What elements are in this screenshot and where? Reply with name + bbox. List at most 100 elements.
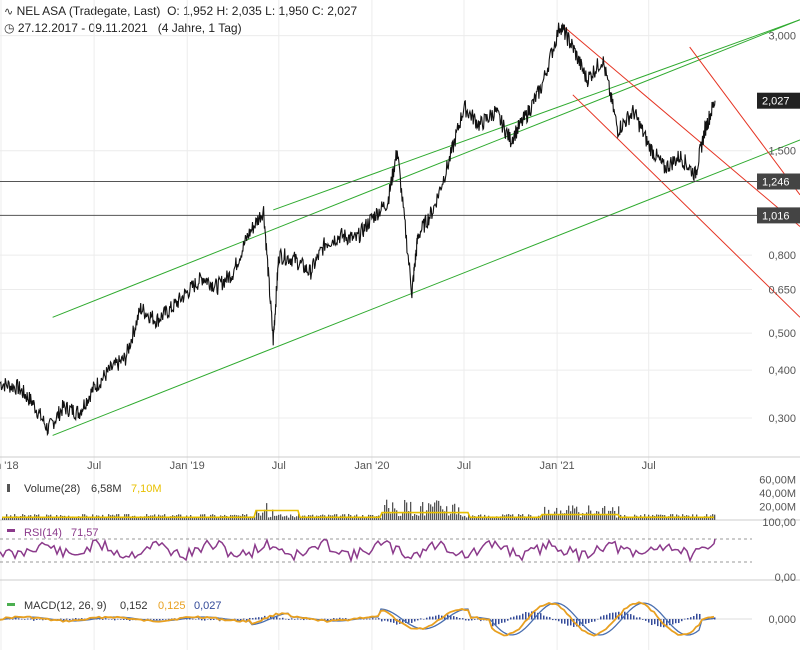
macd-hist-bar (207, 618, 209, 620)
volume-bar (290, 514, 292, 520)
macd-label: MACD(12, 26, 9) (24, 600, 107, 612)
macd-hist-bar (306, 618, 308, 620)
level-label: 1,016 (762, 210, 790, 222)
macd-hist-bar (126, 619, 128, 620)
volume-bar (468, 514, 470, 520)
macd-hist-bar (156, 619, 158, 621)
macd-hist-bar (21, 618, 23, 620)
macd-hist-bar (384, 619, 386, 621)
macd-hist-bar (528, 612, 530, 620)
macd-hist-bar (666, 619, 668, 627)
volume-bar (482, 516, 484, 520)
macd-hist-bar (630, 614, 632, 620)
horizontal-levels: 1,246 1,016 2,027 (0, 92, 800, 224)
volume-bar (650, 516, 652, 520)
macd-hist-bar (396, 619, 398, 625)
volume-bar (54, 516, 56, 520)
macd-hist-bar (108, 618, 110, 620)
macd-hist-bar (432, 616, 434, 620)
macd-hist-bar (435, 615, 437, 620)
volume-bar (596, 510, 598, 520)
macd-hist-bar (663, 619, 665, 628)
macd-hist-bar (15, 617, 17, 620)
volume-bar (136, 517, 138, 520)
volume-bar (608, 510, 610, 520)
macd-hist-bar (201, 619, 203, 621)
volume-bar (514, 517, 516, 520)
volume-bar (352, 517, 354, 520)
volume-bar (196, 517, 198, 520)
macd-hist-bar (336, 618, 338, 620)
volume-bar (72, 516, 74, 520)
volume-bar (156, 517, 158, 520)
macd-hist-bar (504, 619, 506, 623)
volume-bar (552, 514, 554, 520)
volume-bar (42, 517, 44, 520)
volume-bar (270, 516, 272, 520)
volume-bar (390, 513, 392, 520)
macd-hist-bar (636, 617, 638, 620)
macd-hist-bar (609, 613, 611, 620)
volume-bar (44, 516, 46, 520)
volume-bar (382, 513, 384, 520)
macd-hist-bar (420, 618, 422, 620)
macd-hist-bar (444, 615, 446, 620)
volume-bar (524, 516, 526, 520)
macd-hist-bar (669, 619, 671, 626)
x-tick-label: Jan '20 (354, 460, 389, 472)
volume-bar (402, 513, 404, 520)
volume-bar (456, 514, 458, 520)
macd-hist-value: 0,027 (194, 600, 222, 612)
y-tick-label: 0,500 (768, 328, 796, 340)
macd-hist-bar (699, 613, 701, 620)
macd-hist-bar (516, 615, 518, 620)
macd-hist-bar (576, 619, 578, 627)
macd-hist-bar (198, 618, 200, 620)
macd-hist-bar (363, 619, 365, 620)
macd-hist-bar (408, 619, 410, 623)
macd-hist-bar (111, 619, 113, 620)
volume-bar (122, 517, 124, 520)
volume-bar (526, 517, 528, 520)
volume-bar (280, 514, 282, 520)
volume-bar (306, 517, 308, 520)
macd-hist-bar (375, 618, 377, 620)
macd-hist-bar (162, 619, 164, 620)
volume-bar (594, 513, 596, 520)
rsi-label: RSI(14) (24, 527, 62, 539)
volume-bar (708, 516, 710, 520)
rsi-value: 71,57 (71, 527, 99, 539)
volume-bar (630, 517, 632, 520)
volume-bar (554, 511, 556, 520)
macd-hist-bar (510, 617, 512, 620)
macd-hist-bar (468, 619, 470, 621)
macd-hist-bar (147, 618, 149, 620)
level-box (757, 173, 800, 190)
volume-bar (612, 507, 614, 520)
macd-hist-bar (513, 616, 515, 620)
period-text: (4 Jahre, 1 Tag) (157, 21, 242, 35)
volume-bar (256, 510, 258, 520)
macd-hist-bar (540, 613, 542, 620)
macd-hist-bar (75, 618, 77, 620)
macd-hist-bar (426, 617, 428, 620)
volume-bar (702, 517, 704, 520)
volume-bar (286, 515, 288, 520)
macd-hist-bar (324, 618, 326, 620)
x-tick-label: Jan '18 (0, 460, 19, 472)
volume-bar (458, 507, 460, 520)
macd-hist-bar (234, 618, 236, 620)
volume-bar (58, 517, 60, 520)
volume-bar (292, 516, 294, 520)
volume-bar (276, 515, 278, 520)
volume-bar (516, 517, 518, 520)
macd-hist-bar (210, 619, 212, 621)
macd-hist-bar (378, 618, 380, 620)
volume-bar (388, 508, 390, 520)
volume-bar (562, 513, 564, 520)
volume-bar (470, 517, 472, 520)
macd-hist-bar (192, 618, 194, 620)
macd-hist-bar (105, 618, 107, 620)
macd-hist-bar (525, 611, 527, 620)
